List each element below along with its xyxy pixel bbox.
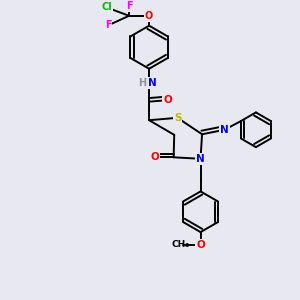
Text: O: O [163, 95, 172, 105]
Text: Cl: Cl [101, 2, 112, 12]
Text: CH₃: CH₃ [172, 240, 190, 249]
Text: O: O [196, 240, 205, 250]
Text: F: F [126, 1, 132, 11]
Text: N: N [148, 78, 157, 88]
Text: N: N [220, 125, 229, 135]
Text: N: N [196, 154, 205, 164]
Text: O: O [151, 152, 160, 162]
Text: F: F [105, 20, 111, 30]
Text: S: S [174, 113, 181, 123]
Text: O: O [145, 11, 153, 21]
Text: H: H [139, 78, 147, 88]
